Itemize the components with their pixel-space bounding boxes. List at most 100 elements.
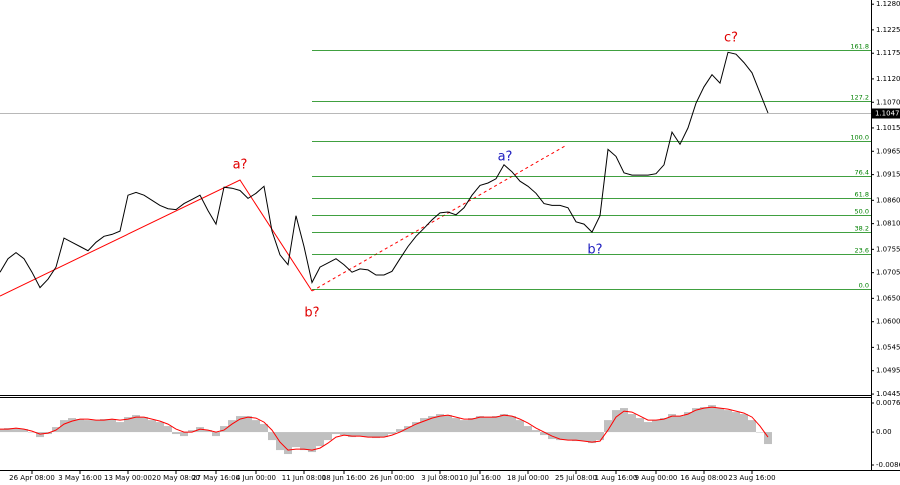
macd-bar: [60, 420, 68, 433]
macd-bar: [524, 426, 532, 433]
x-tick-label: 1 Aug 16:00: [595, 474, 638, 482]
macd-bar: [268, 432, 276, 441]
macd-bar: [620, 408, 628, 433]
macd-bar: [508, 416, 516, 433]
signal-line: [0, 406, 769, 451]
macd-bar: [284, 432, 292, 455]
y-tick-label: 1.0600: [876, 318, 900, 326]
macd-bar: [628, 414, 636, 433]
fib-label: 127.2: [850, 94, 869, 102]
macd-bar: [716, 408, 724, 433]
macd-bar: [564, 432, 572, 441]
macd-bar: [580, 432, 588, 442]
macd-bar: [132, 415, 140, 433]
y-tick-label: 1.0545: [876, 343, 900, 351]
macd-bar: [468, 418, 476, 433]
macd-bar: [404, 426, 412, 433]
y-tick-label: 0.00: [876, 428, 892, 436]
macd-bar: [532, 430, 540, 433]
wave-line: [0, 179, 313, 297]
macd-bar: [572, 432, 580, 442]
macd-bar: [220, 426, 228, 433]
y-tick-label: 1.0650: [876, 294, 900, 302]
y-tick-label: 1.0495: [876, 367, 900, 375]
macd-bar: [100, 419, 108, 433]
macd-bar: [124, 417, 132, 433]
macd-bar: [316, 432, 324, 447]
macd-bar: [364, 432, 372, 438]
fib-label: 76.4: [855, 169, 869, 177]
y-tick-label: 1.0965: [876, 147, 900, 155]
macd-bar: [12, 428, 20, 433]
macd-bar: [588, 432, 596, 444]
x-tick-label: 26 Jun 00:00: [370, 474, 414, 482]
wave-label: a?: [498, 150, 513, 165]
macd-bar: [292, 432, 300, 448]
macd-bar: [396, 429, 404, 433]
y-tick-label: 1.1175: [876, 49, 900, 57]
fib-label: 50.0: [855, 208, 869, 216]
wave-label: b?: [304, 306, 319, 321]
macd-bar: [500, 414, 508, 433]
wave-projection: [311, 145, 566, 292]
x-tick-label: 18 Jul 00:00: [507, 474, 549, 482]
macd-bar: [692, 408, 700, 433]
macd-bar: [108, 419, 116, 433]
macd-bar: [76, 419, 84, 433]
macd-bar: [380, 432, 388, 438]
last-price-label: 1.1047: [875, 110, 900, 118]
fib-label: 0.0: [859, 282, 869, 290]
macd-bar: [164, 426, 172, 433]
macd-bar: [92, 420, 100, 433]
y-tick-label: 1.1280: [876, 0, 900, 8]
fib-label: 61.8: [855, 191, 869, 199]
macd-bar: [484, 417, 492, 433]
macd-bar: [660, 418, 668, 433]
wave-label: b?: [587, 243, 602, 258]
macd-bar: [596, 432, 604, 441]
macd-bar: [84, 420, 92, 433]
wave-label: c?: [724, 31, 738, 46]
macd-bar: [20, 429, 28, 433]
x-tick-label: 4 Jun 00:00: [236, 474, 276, 482]
y-tick-label: 1.0810: [876, 220, 900, 228]
macd-bar: [724, 410, 732, 433]
macd-bar: [204, 430, 212, 433]
x-tick-label: 11 Jun 08:00: [282, 474, 326, 482]
y-tick-label: 1.1120: [876, 75, 900, 83]
macd-bar: [276, 432, 284, 451]
macd-bar: [340, 432, 348, 436]
macd-bar: [436, 414, 444, 433]
macd-bar: [356, 432, 364, 437]
x-tick-label: 10 Jul 16:00: [459, 474, 501, 482]
fib-label: 161.8: [850, 43, 869, 51]
macd-bar: [28, 432, 36, 433]
fib-label: 100.0: [850, 134, 869, 142]
macd-bar: [676, 416, 684, 433]
x-tick-label: 26 Apr 08:00: [9, 474, 55, 482]
y-tick-label: 1.0705: [876, 269, 900, 277]
macd-bar: [700, 407, 708, 433]
macd-bar: [428, 416, 436, 433]
macd-bar: [116, 422, 124, 433]
x-tick-label: 25 Jul 08:00: [555, 474, 597, 482]
macd-bar: [324, 432, 332, 441]
macd-bar: [644, 422, 652, 433]
macd-bar: [300, 432, 308, 451]
x-tick-label: 23 Aug 16:00: [728, 474, 775, 482]
macd-bar: [740, 414, 748, 433]
macd-bar: [228, 420, 236, 433]
x-tick-label: 18 Jun 16:00: [322, 474, 366, 482]
macd-bar: [420, 418, 428, 433]
macd-bar: [332, 432, 340, 435]
x-tick-label: 3 Jul 08:00: [421, 474, 459, 482]
last-price-box: [872, 108, 900, 119]
macd-bar: [612, 410, 620, 433]
macd-bar: [756, 432, 764, 433]
macd-bar: [444, 415, 452, 433]
macd-bar: [492, 416, 500, 433]
y-tick-label: 1.0860: [876, 196, 900, 204]
price-line: [0, 51, 769, 289]
